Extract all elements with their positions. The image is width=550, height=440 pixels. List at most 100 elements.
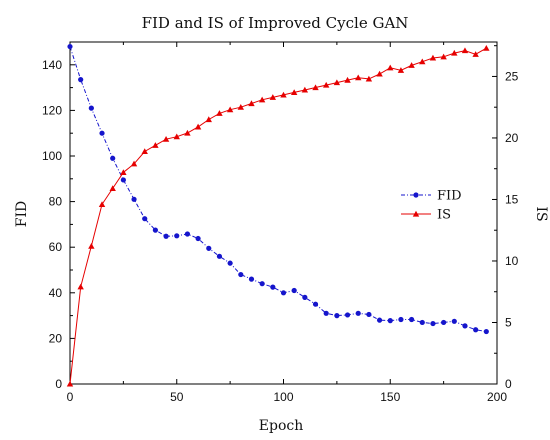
y-left-tick-label: 20 (49, 331, 63, 345)
point-is (323, 81, 330, 88)
point-is (397, 67, 405, 73)
point-is (280, 91, 287, 98)
point-fid (398, 316, 404, 323)
series-line-is (69, 47, 487, 385)
x-tick-label: 0 (67, 390, 74, 404)
y-left-axis-label: FID (14, 201, 30, 227)
y-left-tick-label: 120 (42, 103, 62, 117)
point-fid (195, 235, 201, 242)
point-fid (430, 320, 436, 327)
legend-box (397, 183, 473, 225)
point-is (152, 142, 159, 148)
point-is (194, 123, 202, 130)
y-left-tick-label: 40 (49, 286, 63, 300)
point-fid (216, 253, 223, 259)
point-is (355, 74, 362, 81)
point-fid (312, 301, 319, 307)
point-is (77, 283, 84, 290)
point-fid (441, 319, 447, 326)
point-fid (142, 216, 148, 222)
point-fid (462, 323, 468, 329)
point-fid (206, 245, 212, 251)
y-right-tick-label: 10 (505, 254, 519, 268)
y-right-tick-label: 25 (505, 69, 519, 83)
point-fid (174, 233, 180, 239)
legend-label-is: IS (437, 208, 451, 223)
point-fid (344, 312, 351, 318)
chart-title: FID and IS of Improved Cycle GAN (142, 14, 409, 32)
plot-area: 0 50 100 150 2000204060801001201400510152025… (42, 41, 519, 404)
point-is (162, 135, 170, 142)
point-is (120, 169, 127, 175)
point-is (269, 94, 277, 100)
point-is (451, 49, 458, 56)
point-is (205, 116, 212, 123)
point-is (98, 201, 106, 207)
point-fid (163, 233, 169, 239)
x-tick-label: 50 (170, 390, 184, 404)
point-is (333, 79, 341, 86)
point-is (290, 89, 298, 95)
point-is (472, 51, 479, 57)
legend-marker-is (412, 210, 420, 217)
point-is (461, 47, 469, 54)
y-left-tick-label: 100 (42, 149, 62, 163)
y-right-tick-label: 15 (505, 192, 519, 206)
x-tick-label: 200 (487, 390, 507, 404)
point-is (216, 110, 223, 116)
point-is (130, 160, 138, 167)
point-fid (78, 77, 84, 83)
point-is (237, 104, 244, 110)
point-is (141, 148, 148, 155)
point-fid (409, 316, 415, 323)
y-right-tick-label: 0 (505, 377, 512, 391)
legend-marker-fid (413, 192, 419, 198)
x-tick-label: 100 (273, 390, 293, 404)
point-fid (120, 177, 126, 183)
y-left-tick-label: 60 (49, 240, 63, 254)
point-fid (387, 318, 393, 324)
point-is (365, 75, 373, 82)
point-is (376, 70, 383, 77)
series-line-fid (69, 46, 487, 333)
point-is (258, 96, 266, 103)
point-is (301, 86, 309, 93)
point-fid (323, 310, 329, 316)
y-right-axis-label: IS (533, 206, 549, 221)
point-fid (473, 327, 479, 333)
point-fid (259, 281, 265, 287)
point-is (109, 185, 116, 191)
y-left-tick-label: 0 (55, 377, 62, 391)
point-is (88, 243, 95, 249)
point-fid (238, 271, 244, 278)
point-is (173, 133, 180, 140)
point-is (312, 84, 319, 91)
point-is (408, 62, 415, 68)
point-is (429, 54, 437, 61)
point-fid (184, 231, 191, 237)
point-fid (131, 196, 137, 202)
point-fid (483, 328, 489, 335)
point-is (387, 64, 394, 71)
point-fid (270, 284, 276, 290)
point-fid (227, 260, 233, 266)
y-left-tick-label: 80 (49, 195, 63, 209)
point-fid (110, 155, 116, 161)
point-is (419, 58, 426, 65)
point-fid (451, 318, 457, 324)
point-is (483, 44, 490, 51)
x-axis-label: Epoch (259, 418, 303, 434)
y-left-tick-label: 140 (42, 58, 62, 72)
point-is (184, 129, 191, 136)
point-fid (355, 310, 361, 316)
point-fid (291, 287, 297, 294)
x-tick-label: 150 (380, 390, 400, 404)
y-right-tick-label: 5 (505, 315, 512, 329)
point-fid (376, 317, 383, 323)
point-fid (302, 294, 308, 300)
point-is (66, 380, 74, 387)
point-fid (88, 105, 94, 111)
point-fid (152, 227, 158, 233)
